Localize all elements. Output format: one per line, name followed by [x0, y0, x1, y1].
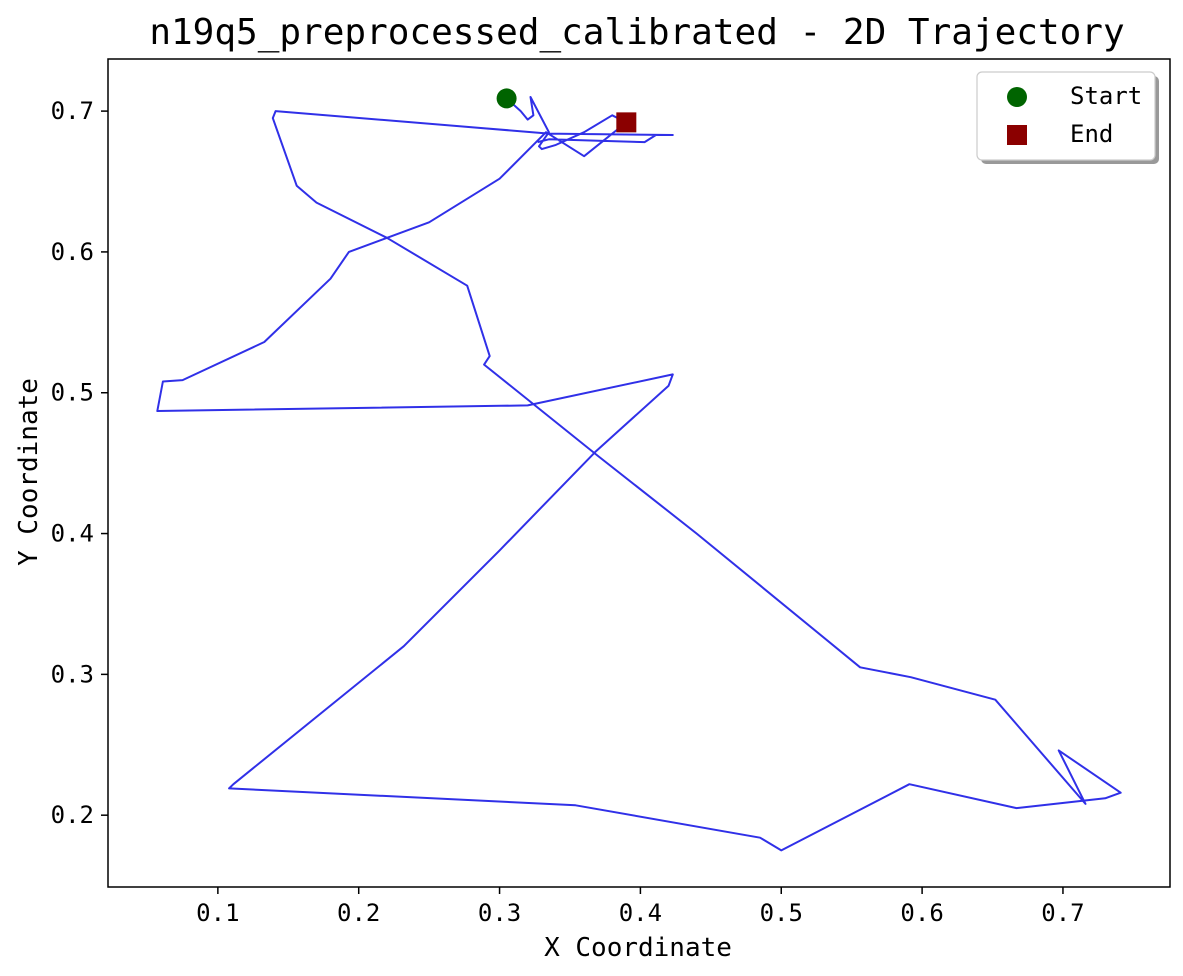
legend-end-marker: [1007, 125, 1027, 145]
y-tick-label: 0.4: [51, 520, 94, 548]
x-tick-label: 0.6: [900, 899, 943, 927]
x-axis-label: X Coordinate: [544, 933, 732, 963]
plot-area: [156, 88, 1122, 852]
y-tick-label: 0.2: [51, 801, 94, 829]
x-tick-label: 0.2: [337, 899, 380, 927]
plot-frame: [107, 58, 1171, 888]
legend: Start End: [976, 71, 1159, 164]
y-tick-label: 0.6: [51, 238, 94, 266]
x-tick-label: 0.3: [478, 899, 521, 927]
y-tick-label: 0.5: [51, 379, 94, 407]
end-marker: [616, 112, 637, 133]
x-tick-label: 0.7: [1041, 899, 1084, 927]
y-axis-label: Y Coordinate: [14, 378, 44, 566]
start-marker: [496, 88, 517, 109]
y-tick-label: 0.3: [51, 660, 94, 688]
x-tick-label: 0.4: [619, 899, 662, 927]
trajectory-line: [156, 96, 1122, 852]
x-tick-label: 0.1: [196, 899, 239, 927]
legend-end-label: End: [1070, 120, 1113, 148]
chart-title: n19q5_preprocessed_calibrated - 2D Traje…: [149, 12, 1124, 53]
axis-ticks: 0.1 0.2 0.3 0.4 0.5 0.6 0.7 0.2 0.3 0.4 0.5 0.6 0.7: [51, 97, 1085, 927]
legend-start-marker: [1007, 87, 1027, 107]
y-tick-label: 0.7: [51, 97, 94, 125]
x-tick-label: 0.5: [760, 899, 803, 927]
legend-start-label: Start: [1070, 82, 1142, 110]
